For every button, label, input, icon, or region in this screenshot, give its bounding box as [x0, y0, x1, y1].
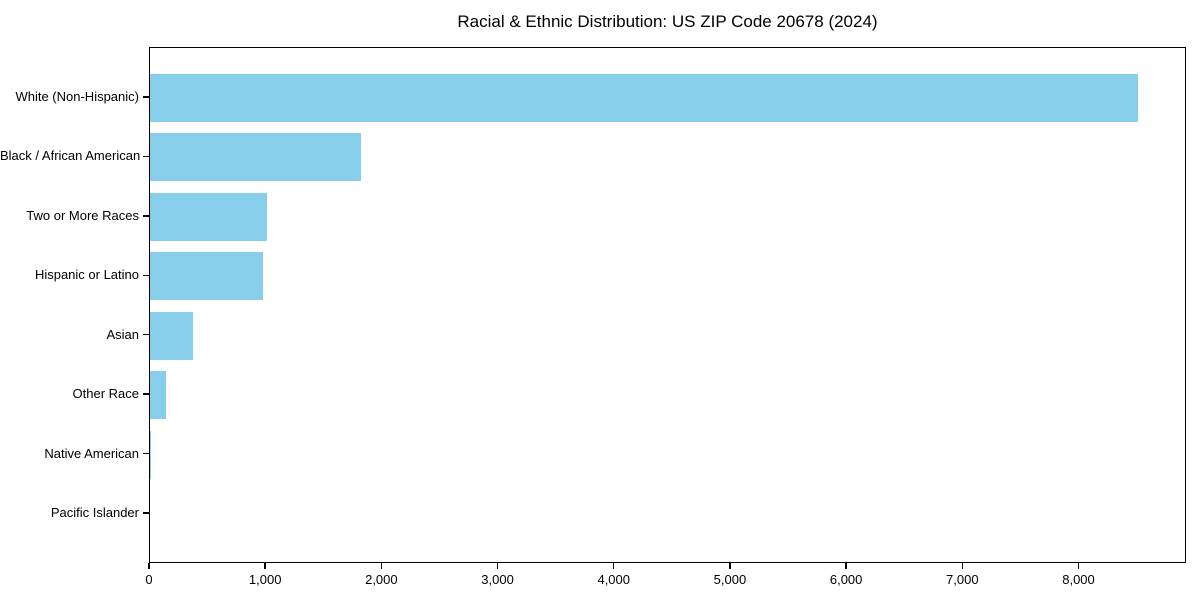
y-axis-tick	[143, 334, 149, 336]
x-axis-tick	[264, 563, 266, 569]
y-axis-tick	[143, 155, 149, 158]
x-axis-tick	[845, 563, 847, 569]
x-axis-tick	[380, 563, 383, 569]
y-axis-tick	[143, 215, 149, 217]
x-axis-tick-label: 5,000	[713, 572, 747, 587]
y-axis-label: Other Race	[72, 386, 139, 402]
x-axis-tick-label: 7,000	[946, 572, 979, 587]
y-axis-tick	[143, 512, 149, 514]
bar-black-african-american	[150, 133, 361, 182]
plot-area	[149, 47, 1186, 563]
bar-white-non-hispanic	[150, 74, 1138, 122]
x-axis-tick-label: 1,000	[248, 572, 282, 587]
x-axis-tick	[496, 563, 499, 569]
bar-asian	[150, 311, 193, 360]
y-axis-tick	[143, 274, 149, 276]
y-axis-label: Black / African American	[0, 148, 141, 164]
x-axis-tick-label: 2,000	[365, 572, 398, 587]
y-axis-tick	[143, 393, 149, 395]
chart-title: Racial & Ethnic Distribution: US ZIP Cod…	[457, 12, 878, 31]
bar-two-or-more-races	[150, 192, 267, 241]
bar-other-race	[150, 371, 167, 420]
x-axis-tick-label: 0	[145, 572, 153, 587]
x-axis-tick-label: 4,000	[597, 572, 631, 587]
y-axis-tick	[143, 96, 149, 98]
y-axis-label: Pacific Islander	[50, 505, 139, 520]
y-axis-tick	[143, 452, 149, 455]
y-axis-label: Asian	[106, 326, 139, 342]
y-axis-label: Hispanic or Latino	[34, 267, 139, 283]
bar-native-american	[150, 430, 152, 479]
x-axis-tick-label: 8,000	[1062, 572, 1095, 587]
bar-hispanic-or-latino	[150, 252, 263, 301]
y-axis-label: Two or More Races	[26, 207, 139, 223]
y-axis-label: White (Non-Hispanic)	[15, 89, 139, 104]
x-axis-tick	[961, 563, 964, 569]
x-axis-tick	[729, 563, 731, 569]
x-axis-tick	[148, 563, 150, 569]
x-axis-tick	[1077, 563, 1080, 569]
y-axis-label: Native American	[44, 445, 139, 461]
x-axis-tick-label: 6,000	[829, 572, 863, 587]
x-axis-tick	[613, 563, 615, 569]
x-axis-tick-label: 3,000	[481, 572, 514, 587]
